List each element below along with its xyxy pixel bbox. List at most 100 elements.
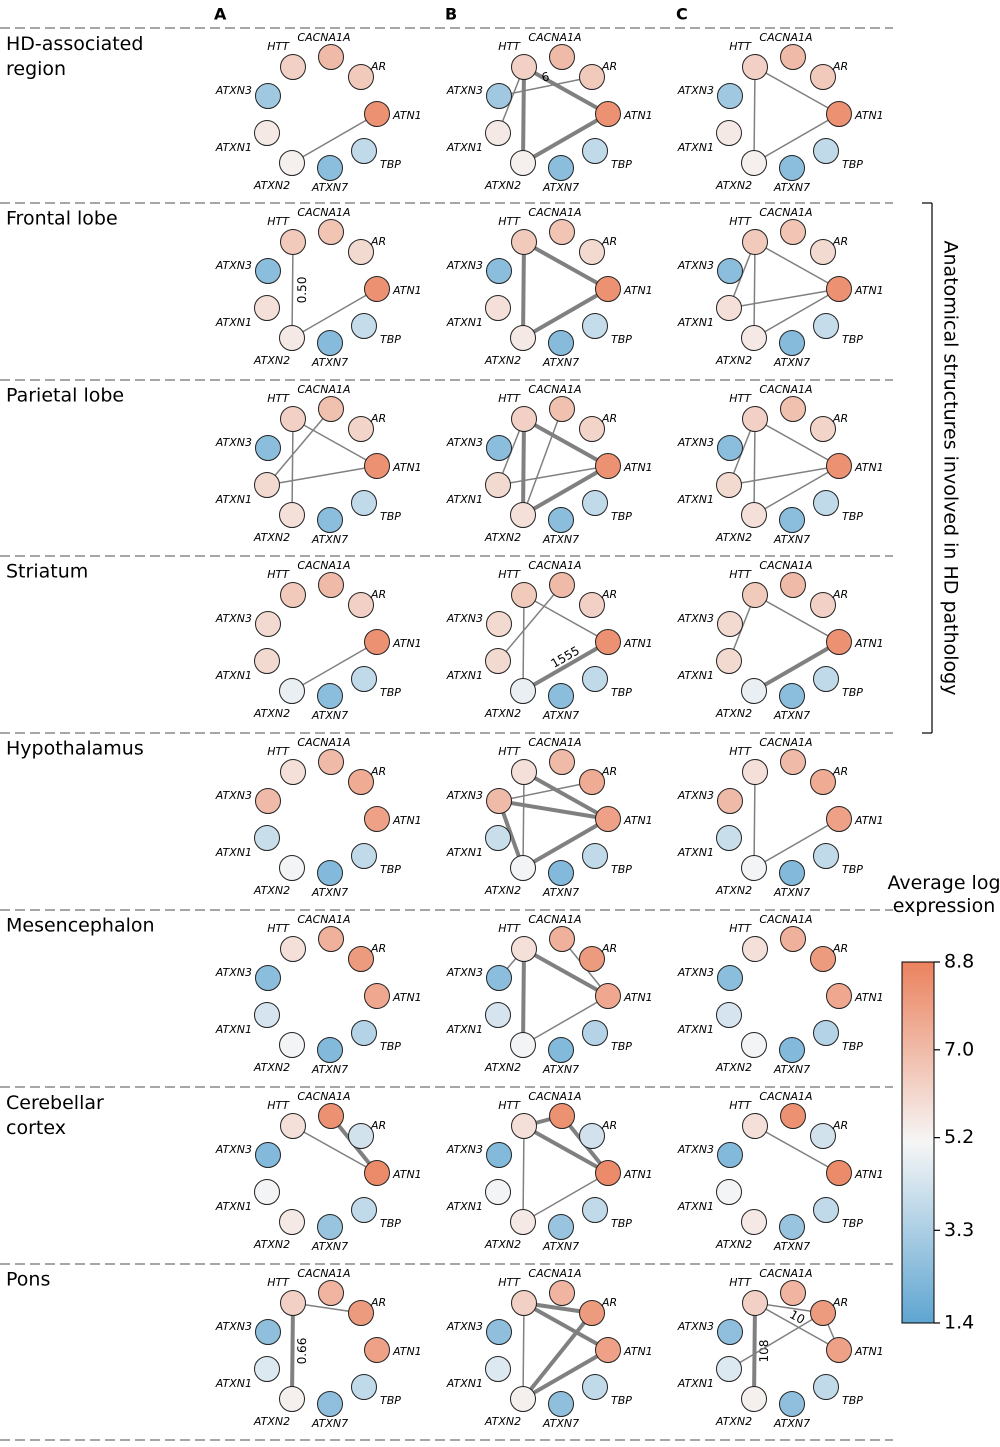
- gene-node: [364, 629, 390, 655]
- gene-label: CACNA1A: [759, 736, 812, 749]
- gene-label: ATN1: [392, 1168, 422, 1181]
- gene-label: ATXN2: [715, 1415, 752, 1428]
- gene-label: ATXN1: [446, 316, 483, 329]
- gene-label: CACNA1A: [297, 383, 350, 396]
- edge: [753, 241, 756, 339]
- colorbar-tick-label: 3.3: [944, 1219, 974, 1241]
- gene-label: ATXN7: [773, 886, 810, 899]
- network-panel: HTT CACNA1A AR ATN1 TBP ATXN7 ATXN2 ATXN1 ATXN3: [677, 383, 884, 546]
- gene-label: CACNA1A: [297, 1090, 350, 1103]
- side-label: Anatomical structures involved in HD pat…: [940, 241, 962, 696]
- gene-node: [511, 406, 537, 432]
- gene-label: ATN1: [623, 109, 653, 122]
- gene-label: ATXN1: [215, 1200, 252, 1213]
- gene-node: [351, 490, 377, 516]
- gene-node: [279, 1032, 305, 1058]
- gene-node: [780, 219, 806, 245]
- gene-node: [318, 1280, 344, 1306]
- gene-node: [511, 1290, 537, 1316]
- gene-node: [826, 1337, 852, 1363]
- gene-node: [579, 769, 605, 795]
- gene-label: CACNA1A: [297, 913, 350, 926]
- gene-node: [716, 648, 742, 674]
- network-panel: 6 HTT CACNA1A AR ATN1 TBP ATXN7 ATXN2 ATXN1 ATXN3: [446, 31, 653, 194]
- gene-node: [351, 313, 377, 339]
- gene-node: [741, 1386, 767, 1412]
- gene-label: TBP: [611, 1040, 632, 1053]
- gene-label: ATXN2: [715, 354, 752, 367]
- edge: [290, 1302, 295, 1400]
- row-label-line: cortex: [6, 1117, 66, 1139]
- gene-node: [486, 788, 512, 814]
- gene-node: [486, 435, 512, 461]
- gene-node: [511, 582, 537, 608]
- gene-label: CACNA1A: [528, 1267, 581, 1280]
- gene-label: HTT: [267, 745, 290, 758]
- gene-label: ATXN7: [311, 1240, 348, 1253]
- gene-label: CACNA1A: [528, 383, 581, 396]
- gene-label: ATXN7: [773, 533, 810, 546]
- gene-node: [716, 120, 742, 146]
- gene-node: [318, 396, 344, 422]
- gene-label: HTT: [729, 1099, 752, 1112]
- gene-node: [318, 926, 344, 952]
- gene-node: [348, 769, 374, 795]
- gene-label: AR: [370, 235, 386, 248]
- gene-node: [486, 965, 512, 991]
- gene-label: HTT: [267, 568, 290, 581]
- gene-node: [810, 64, 836, 90]
- gene-label: ATXN1: [215, 669, 252, 682]
- network-panel: 0.50 HTT CACNA1A AR ATN1 TBP ATXN7 ATXN2 ATXN1 AT…: [215, 206, 422, 369]
- network-panel: HTT CACNA1A AR ATN1 TBP ATXN7 ATXN2 ATXN1 ATXN3: [215, 1090, 422, 1253]
- gene-label: ATXN2: [484, 1061, 521, 1074]
- gene-label: AR: [370, 412, 386, 425]
- gene-node: [742, 936, 768, 962]
- gene-node: [779, 1391, 805, 1417]
- gene-label: ATN1: [623, 814, 653, 827]
- edge: [522, 1125, 525, 1223]
- edge: [754, 418, 840, 467]
- gene-label: HTT: [498, 215, 521, 228]
- gene-label: ATN1: [392, 109, 422, 122]
- gene-label: ATXN7: [311, 1063, 348, 1076]
- gene-label: TBP: [842, 686, 863, 699]
- gene-label: ATXN1: [677, 846, 714, 859]
- gene-label: ATXN2: [484, 707, 521, 720]
- gene-label: ATN1: [854, 461, 884, 474]
- gene-node: [741, 1209, 767, 1235]
- edge: [522, 408, 563, 516]
- edge: [522, 817, 609, 870]
- gene-label: CACNA1A: [759, 1267, 812, 1280]
- gene-label: HTT: [267, 40, 290, 53]
- gene-label: AR: [832, 1119, 848, 1132]
- gene-label: CACNA1A: [759, 383, 812, 396]
- gene-node: [595, 1160, 621, 1186]
- gene-label: TBP: [842, 158, 863, 171]
- edge: [522, 287, 609, 340]
- edge: [754, 241, 840, 290]
- gene-node: [317, 507, 343, 533]
- gene-label: ATXN3: [215, 966, 252, 979]
- gene-node: [348, 1123, 374, 1149]
- edge: [523, 1301, 609, 1352]
- gene-node: [741, 150, 767, 176]
- gene-node: [510, 1386, 536, 1412]
- gene-label: ATXN3: [215, 84, 252, 97]
- gene-label: ATXN2: [484, 884, 521, 897]
- gene-label: HTT: [498, 922, 521, 935]
- gene-label: ATN1: [854, 1345, 884, 1358]
- gene-label: ATN1: [854, 814, 884, 827]
- gene-node: [742, 759, 768, 785]
- gene-label: AR: [832, 765, 848, 778]
- gene-node: [485, 825, 511, 851]
- gene-label: ATXN2: [484, 354, 521, 367]
- gene-node: [486, 258, 512, 284]
- gene-label: ATXN7: [311, 709, 348, 722]
- gene-node: [280, 1290, 306, 1316]
- gene-node: [582, 313, 608, 339]
- gene-node: [548, 1037, 574, 1063]
- gene-node: [716, 825, 742, 851]
- gene-node: [742, 1290, 768, 1316]
- gene-node: [317, 1391, 343, 1417]
